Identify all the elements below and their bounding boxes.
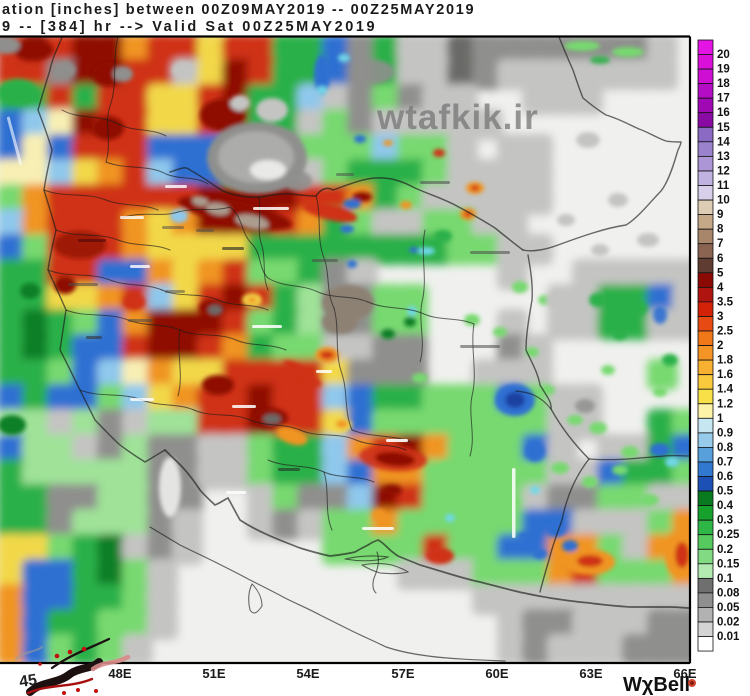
svg-text:9 -- [384] hr --> Valid Sat 00: 9 -- [384] hr --> Valid Sat 00Z25MAY2019 (2, 19, 377, 35)
svg-text:0.7: 0.7 (717, 457, 733, 469)
svg-text:0.25: 0.25 (717, 529, 740, 541)
svg-text:9: 9 (717, 209, 723, 221)
svg-text:48E: 48E (108, 666, 131, 681)
svg-text:51E: 51E (202, 666, 225, 681)
svg-text:45: 45 (18, 672, 38, 691)
svg-text:11: 11 (717, 180, 730, 192)
svg-text:10: 10 (717, 195, 730, 207)
svg-text:0.3: 0.3 (717, 515, 733, 527)
svg-text:1.4: 1.4 (717, 384, 734, 396)
svg-text:7: 7 (717, 238, 723, 250)
svg-text:ation [inches] between 00Z09MA: ation [inches] between 00Z09MAY2019 -- 0… (2, 2, 475, 18)
svg-text:2.5: 2.5 (717, 326, 734, 338)
svg-text:0.6: 0.6 (717, 471, 733, 483)
svg-text:66E: 66E (673, 666, 696, 681)
svg-text:0.2: 0.2 (717, 544, 733, 556)
svg-text:0.4: 0.4 (717, 500, 734, 512)
svg-text:0.15: 0.15 (717, 558, 740, 570)
svg-text:60E: 60E (485, 666, 508, 681)
svg-text:19: 19 (717, 64, 730, 76)
svg-text:3.5: 3.5 (717, 296, 734, 308)
svg-text:0.05: 0.05 (717, 602, 740, 614)
svg-text:16: 16 (717, 107, 730, 119)
svg-text:1.6: 1.6 (717, 369, 733, 381)
svg-text:0.01: 0.01 (717, 631, 740, 643)
svg-text:57E: 57E (391, 666, 414, 681)
svg-text:54E: 54E (296, 666, 319, 681)
svg-text:0.9: 0.9 (717, 427, 733, 439)
svg-text:1: 1 (717, 413, 724, 425)
svg-text:wtafkik.ir: wtafkik.ir (376, 98, 539, 137)
svg-text:13: 13 (717, 151, 730, 163)
svg-text:5: 5 (717, 267, 724, 279)
svg-text:20: 20 (717, 49, 730, 61)
svg-text:6: 6 (717, 253, 723, 265)
svg-text:4: 4 (717, 282, 724, 294)
svg-text:18: 18 (717, 78, 730, 90)
svg-text:14: 14 (717, 136, 730, 148)
svg-text:8: 8 (717, 224, 724, 236)
svg-text:1.8: 1.8 (717, 355, 734, 367)
svg-text:0.5: 0.5 (717, 486, 734, 498)
svg-text:17: 17 (717, 93, 730, 105)
svg-text:0.1: 0.1 (717, 573, 734, 585)
svg-text:1.2: 1.2 (717, 398, 733, 410)
svg-text:0.8: 0.8 (717, 442, 734, 454)
svg-text:12: 12 (717, 166, 730, 178)
svg-text:3: 3 (717, 311, 723, 323)
svg-text:0.08: 0.08 (717, 587, 740, 599)
svg-text:WχBell: WχBell (623, 674, 690, 696)
svg-text:0.02: 0.02 (717, 617, 739, 629)
svg-text:63E: 63E (579, 666, 602, 681)
svg-text:2: 2 (717, 340, 723, 352)
svg-text:15: 15 (717, 122, 730, 134)
